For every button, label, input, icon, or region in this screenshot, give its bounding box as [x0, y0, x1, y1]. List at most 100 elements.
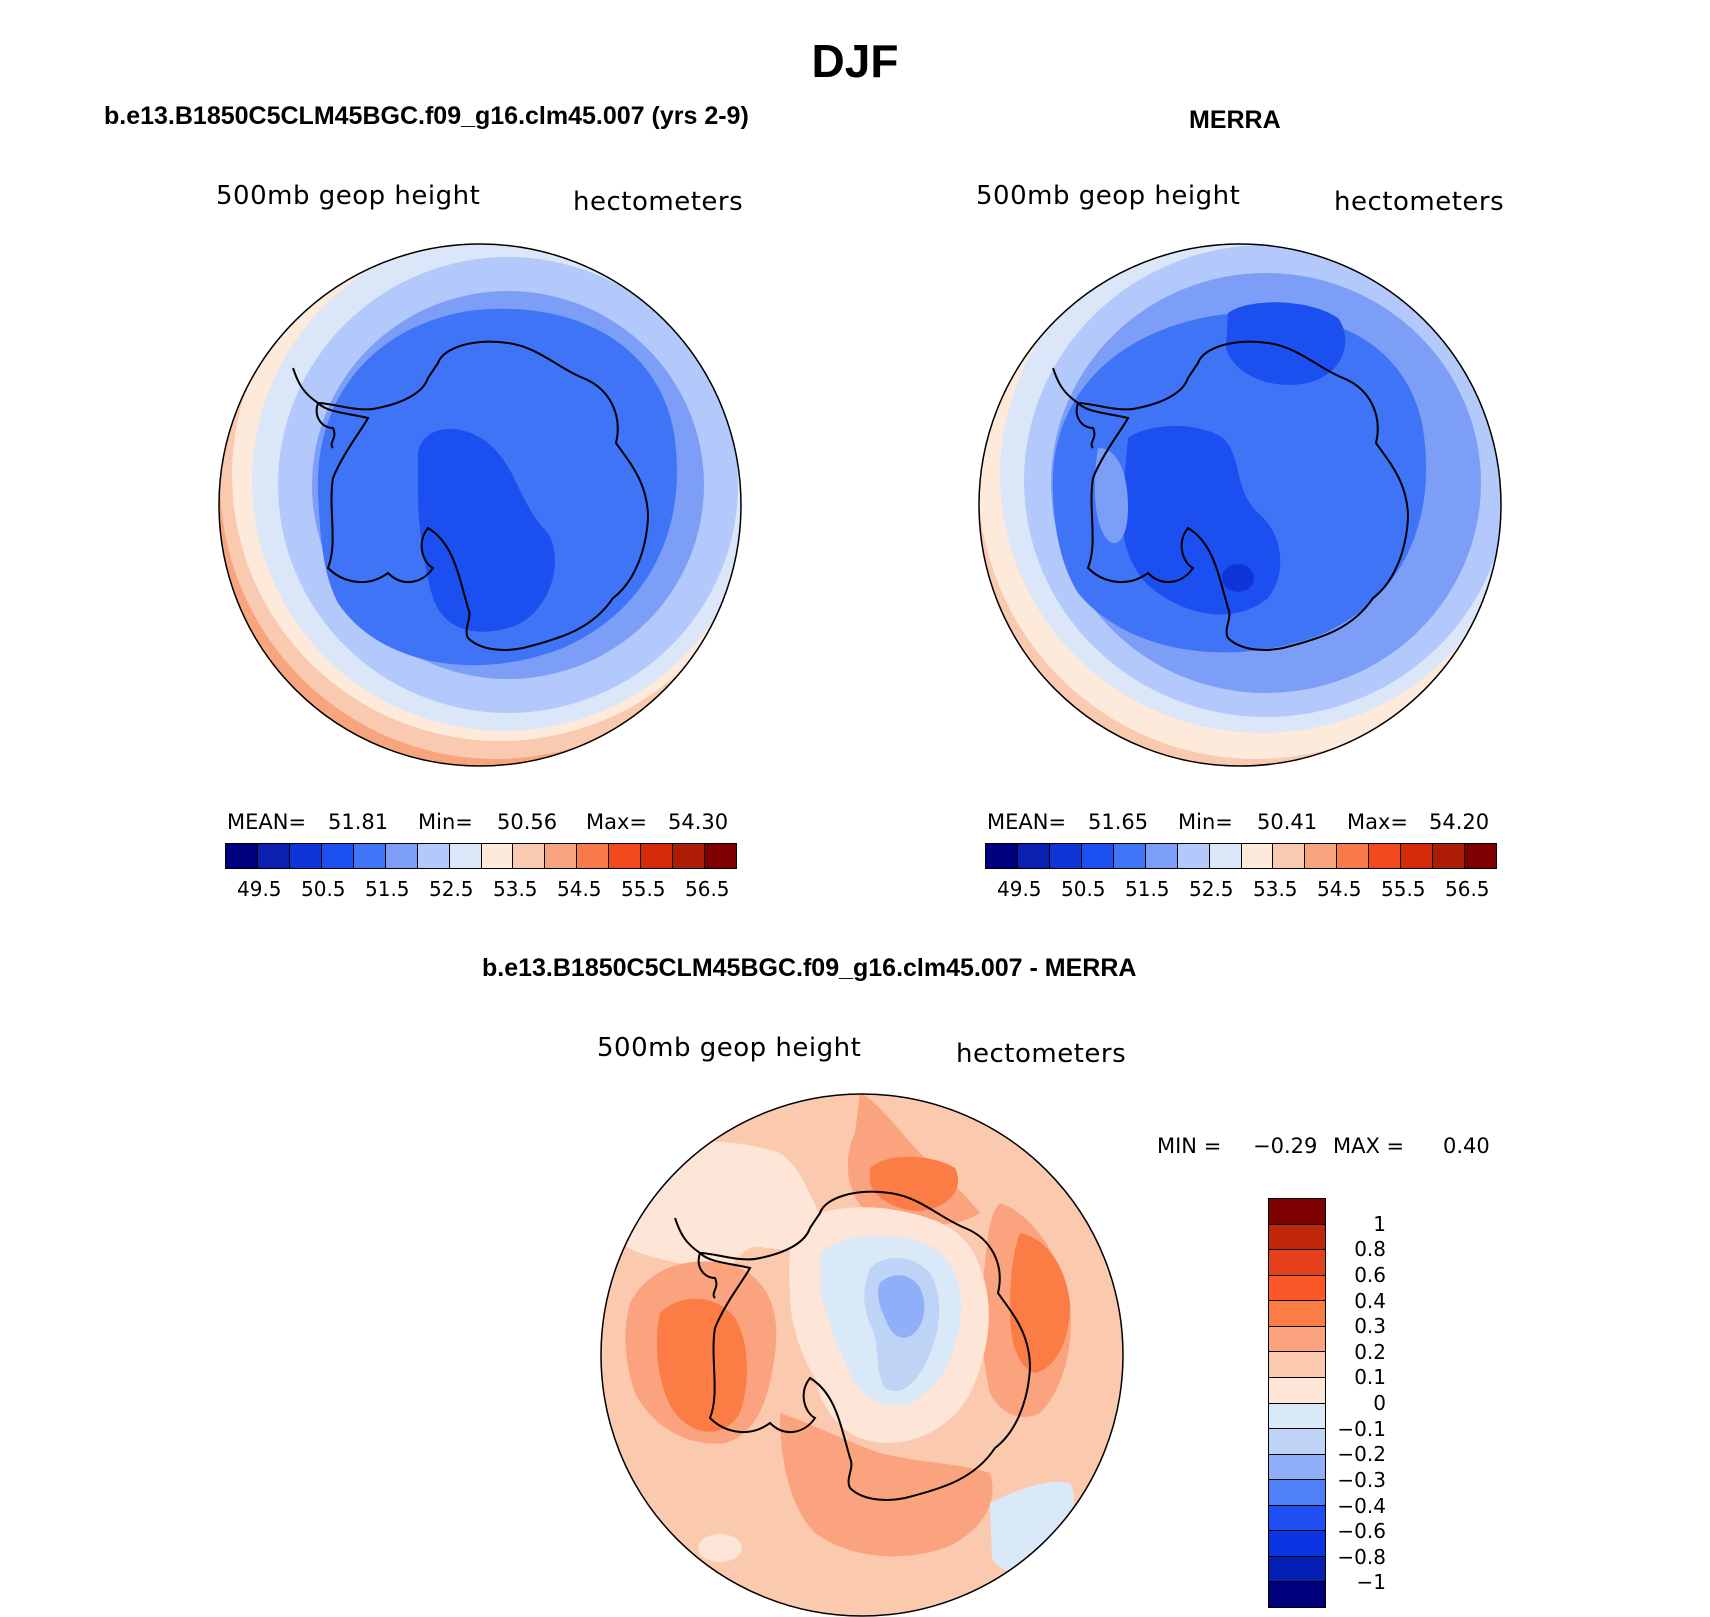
model-colorbar-swatch [385, 844, 418, 868]
diff-map-band-neg2-center [877, 1275, 925, 1338]
model-colorbar-swatch [321, 844, 354, 868]
model-polar-map [218, 243, 742, 767]
model-colorbar-swatch [545, 844, 578, 868]
model-colorbar-swatch [417, 844, 450, 868]
obs-colorbar [985, 843, 1497, 869]
obs-peninsula-coast [1052, 367, 1096, 449]
obs-colorbar-swatch [1017, 844, 1050, 868]
figure-title: DJF [811, 35, 899, 87]
model-colorbar-swatch [577, 844, 610, 868]
diff-colorbar-swatch [1269, 1326, 1325, 1353]
diff-map-band-zero-bottom [698, 1534, 742, 1562]
diff-panel-title: b.e13.B1850C5CLM45BGC.f09_g16.clm45.007 … [482, 954, 1137, 982]
model-colorbar-tick-label: 55.5 [621, 877, 666, 901]
diff-colorbar-tick-label: 0.6 [1354, 1262, 1386, 1287]
obs-units-label: hectometers [1334, 187, 1505, 217]
obs-colorbar-tick-label: 49.5 [997, 877, 1042, 901]
obs-colorbar-swatch [1465, 844, 1496, 868]
model-colorbar-swatch [449, 844, 482, 868]
model-colorbar-swatch [641, 844, 674, 868]
obs-colorbar-tick-label: 52.5 [1189, 877, 1234, 901]
obs-colorbar-swatch [1081, 844, 1114, 868]
diff-colorbar-swatch [1269, 1582, 1325, 1607]
diff-colorbar-swatch [1269, 1505, 1325, 1532]
model-colorbar-tick-label: 53.5 [493, 877, 538, 901]
diff-colorbar-swatch [1269, 1403, 1325, 1430]
obs-map-band-min [1222, 564, 1254, 592]
diff-colorbar-tick-label: 0.1 [1354, 1365, 1386, 1390]
diff-colorbar [1268, 1198, 1326, 1608]
model-min-value: 50.56 [497, 810, 558, 834]
model-colorbar-swatch [353, 844, 386, 868]
model-colorbar-swatch [226, 844, 258, 868]
obs-panel-title: MERRA [1189, 106, 1281, 134]
model-min-label: Min= [418, 810, 473, 834]
obs-colorbar-swatch [1337, 844, 1370, 868]
diff-colorbar-swatch [1269, 1531, 1325, 1557]
obs-colorbar-swatch [1049, 844, 1082, 868]
diff-colorbar-swatch [1269, 1377, 1325, 1404]
model-max-value: 54.30 [668, 810, 729, 834]
model-colorbar-tick-label: 56.5 [685, 877, 730, 901]
diff-colorbar-tick-label: −0.2 [1337, 1442, 1386, 1467]
diff-colorbar-swatch [1269, 1275, 1325, 1302]
diff-colorbar-tick-label: 0.2 [1354, 1339, 1386, 1364]
diff-map-band-0.2-bottom [780, 1413, 993, 1557]
diff-max-label: MAX = [1333, 1134, 1405, 1158]
obs-colorbar-swatch [1113, 844, 1146, 868]
diff-polar-map [600, 1093, 1124, 1617]
diff-colorbar-swatch [1269, 1301, 1325, 1327]
diff-colorbar-tick-label: 0.8 [1354, 1237, 1386, 1262]
obs-colorbar-swatch [1145, 844, 1178, 868]
diff-max-value: 0.40 [1443, 1134, 1490, 1158]
diff-map-band-0.3-top [870, 1156, 959, 1211]
model-colorbar-swatch [481, 844, 514, 868]
diff-colorbar-swatch [1269, 1429, 1325, 1455]
diff-colorbar-tick-label: −0.6 [1337, 1519, 1386, 1544]
model-mean-value: 51.81 [328, 810, 389, 834]
diff-colorbar-tick-label: 0 [1373, 1391, 1386, 1415]
model-variable-label: 500mb geop height [216, 181, 481, 211]
model-colorbar-tick-label: 54.5 [557, 877, 602, 901]
obs-colorbar-swatch [1209, 844, 1242, 868]
obs-antarctica-coast [1075, 340, 1410, 651]
obs-colorbar-tick-label: 54.5 [1317, 877, 1362, 901]
obs-polar-map [978, 243, 1502, 767]
model-panel-title: b.e13.B1850C5CLM45BGC.f09_g16.clm45.007 … [104, 102, 749, 130]
model-colorbar [225, 843, 737, 869]
model-map-band-low [418, 429, 555, 632]
diff-colorbar-tick-label: −0.8 [1337, 1544, 1386, 1569]
obs-colorbar-tick-label: 56.5 [1445, 877, 1490, 901]
obs-mean-label: MEAN= [987, 810, 1067, 834]
model-colorbar-swatch [289, 844, 322, 868]
model-colorbar-tick-label: 49.5 [237, 877, 282, 901]
diff-colorbar-tick-label: 0.4 [1354, 1288, 1386, 1313]
diff-colorbar-tick-label: −0.3 [1337, 1467, 1386, 1492]
obs-min-value: 50.41 [1257, 810, 1318, 834]
obs-colorbar-tick-label: 55.5 [1381, 877, 1426, 901]
obs-max-value: 54.20 [1429, 810, 1490, 834]
obs-colorbar-swatch [1241, 844, 1274, 868]
obs-colorbar-swatch [1273, 844, 1306, 868]
model-peninsula-coast [292, 367, 336, 449]
diff-variable-label: 500mb geop height [597, 1033, 862, 1063]
diff-colorbar-swatch [1269, 1224, 1325, 1251]
diff-min-value: −0.29 [1253, 1134, 1318, 1158]
obs-colorbar-swatch [1305, 844, 1338, 868]
obs-variable-label: 500mb geop height [976, 181, 1241, 211]
diff-colorbar-swatch [1269, 1556, 1325, 1583]
obs-mean-value: 51.65 [1088, 810, 1149, 834]
diff-colorbar-swatch [1269, 1199, 1325, 1225]
diff-colorbar-tick-label: 1 [1373, 1211, 1386, 1236]
obs-map-band-warm-peninsula [1094, 448, 1128, 544]
diff-map-band-0.3-left [656, 1298, 747, 1432]
obs-colorbar-swatch [986, 844, 1018, 868]
obs-min-label: Min= [1178, 810, 1233, 834]
obs-colorbar-swatch [1177, 844, 1210, 868]
diff-colorbar-swatch [1269, 1250, 1325, 1276]
obs-max-label: Max= [1347, 810, 1409, 834]
model-colorbar-swatch [705, 844, 736, 868]
model-colorbar-swatch [609, 844, 642, 868]
diff-colorbar-tick-label: 0.3 [1354, 1314, 1386, 1339]
diff-antarctica-coast [697, 1190, 1032, 1501]
